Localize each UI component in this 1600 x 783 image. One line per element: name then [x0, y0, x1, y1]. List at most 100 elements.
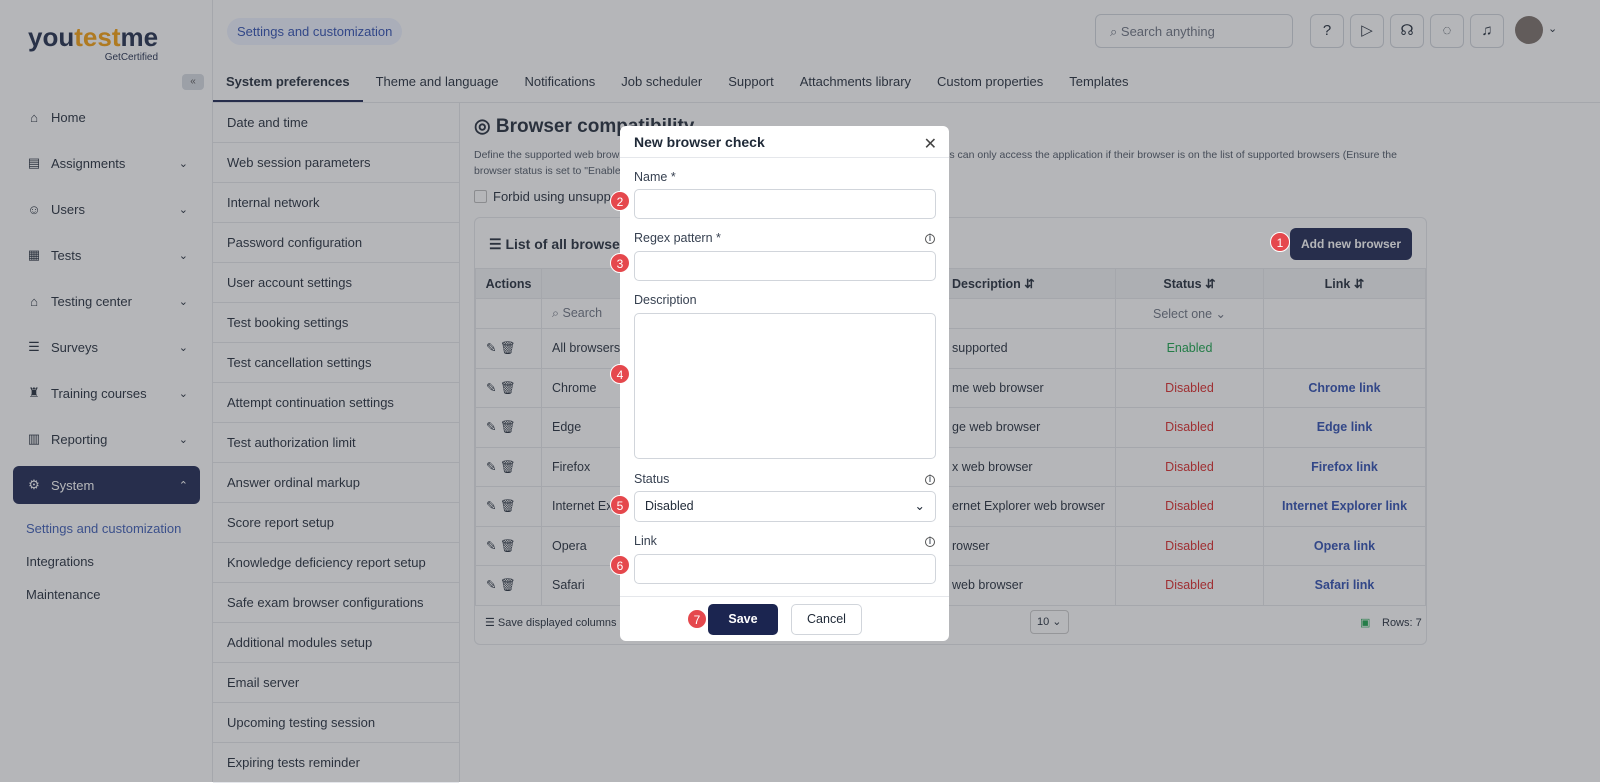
- settings-list-item[interactable]: User account settings: [213, 263, 459, 303]
- settings-list-item[interactable]: Test cancellation settings: [213, 343, 459, 383]
- info-icon[interactable]: i: [925, 475, 935, 485]
- sidebar-item-label: Training courses: [51, 385, 147, 401]
- trash-icon[interactable]: 🗑: [499, 538, 516, 553]
- logo-text: test: [74, 22, 121, 52]
- tab[interactable]: Support: [728, 74, 774, 89]
- trash-icon[interactable]: 🗑: [499, 420, 516, 435]
- settings-list-item[interactable]: Web session parameters: [213, 143, 459, 183]
- headset-icon[interactable]: ☊: [1390, 14, 1424, 48]
- settings-list-item[interactable]: Score report setup: [213, 503, 459, 543]
- edit-icon[interactable]: ✎: [486, 459, 497, 474]
- logo[interactable]: youtestme GetCertified: [28, 22, 158, 63]
- step-badge: 7: [687, 609, 707, 629]
- sidebar-subitem[interactable]: Settings and customization: [26, 521, 182, 536]
- trophy-icon: ♜: [28, 385, 40, 400]
- settings-list-item[interactable]: Test authorization limit: [213, 423, 459, 463]
- help-icon[interactable]: ?: [1310, 14, 1344, 48]
- edit-icon[interactable]: ✎: [486, 538, 497, 553]
- info-icon[interactable]: i: [925, 234, 935, 244]
- info-icon[interactable]: i: [925, 537, 935, 547]
- trash-icon[interactable]: 🗑: [499, 380, 516, 395]
- avatar[interactable]: [1515, 16, 1543, 44]
- settings-list-item[interactable]: Email server: [213, 663, 459, 703]
- sidebar: youtestme GetCertified « ⌂ Home ▤ Assignment…: [0, 0, 213, 782]
- edit-icon[interactable]: ✎: [486, 380, 497, 395]
- trash-icon[interactable]: 🗑: [499, 459, 516, 474]
- edit-icon[interactable]: ✎: [486, 341, 497, 356]
- columns-icon[interactable]: ☰: [485, 617, 498, 629]
- settings-list-item[interactable]: Date and time: [213, 103, 459, 143]
- name-input[interactable]: [634, 189, 936, 219]
- save-columns-button[interactable]: Save displayed columns: [497, 617, 617, 629]
- settings-list-item[interactable]: Test booking settings: [213, 303, 459, 343]
- settings-list-item[interactable]: Safe exam browser configurations: [213, 583, 459, 623]
- tab[interactable]: Job scheduler: [621, 74, 703, 89]
- sidebar-item-home[interactable]: ⌂ Home: [13, 98, 200, 136]
- link-cell[interactable]: Firefox link: [1263, 446, 1426, 487]
- settings-list-item[interactable]: Attempt continuation settings: [213, 383, 459, 423]
- close-icon[interactable]: ✕: [923, 136, 937, 153]
- description-cell: rowser: [941, 525, 1116, 566]
- save-button[interactable]: Save: [708, 604, 778, 635]
- sidebar-item-tests[interactable]: ▦ Tests ⌄: [13, 236, 200, 274]
- status-filter-select[interactable]: Select one ⌄: [1115, 298, 1264, 329]
- link-cell[interactable]: Chrome link: [1263, 367, 1426, 408]
- sidebar-item-users[interactable]: ☺ Users ⌄: [13, 190, 200, 228]
- tab[interactable]: Templates: [1069, 74, 1129, 89]
- col-link[interactable]: Link ⇵: [1263, 268, 1426, 299]
- trash-icon[interactable]: 🗑: [499, 341, 516, 356]
- settings-list-item[interactable]: Internal network: [213, 183, 459, 223]
- sidebar-item-testing-center[interactable]: ⌂ Testing center ⌄: [13, 282, 200, 320]
- add-new-browser-button[interactable]: Add new browser: [1289, 228, 1412, 260]
- edit-icon[interactable]: ✎: [486, 578, 497, 593]
- search-input[interactable]: ⌕ Search anything: [1095, 14, 1293, 48]
- trash-icon[interactable]: 🗑: [499, 499, 516, 514]
- settings-list-item[interactable]: Upcoming testing session: [213, 703, 459, 743]
- link-cell[interactable]: Safari link: [1263, 565, 1426, 606]
- tab[interactable]: Theme and language: [375, 74, 499, 89]
- status-cell: Disabled: [1115, 486, 1264, 527]
- link-cell[interactable]: Opera link: [1263, 525, 1426, 566]
- trash-icon[interactable]: 🗑: [499, 578, 516, 593]
- description-textarea[interactable]: [634, 313, 936, 459]
- gear-icon: ⚙: [28, 477, 40, 492]
- settings-list-item[interactable]: Answer ordinal markup: [213, 463, 459, 503]
- sidebar-subitem[interactable]: Maintenance: [26, 587, 101, 602]
- chat-icon[interactable]: ◌: [1430, 14, 1464, 48]
- link-cell[interactable]: Internet Explorer link: [1263, 486, 1426, 527]
- settings-list-item[interactable]: Password configuration: [213, 223, 459, 263]
- chevron-down-icon[interactable]: ⌄: [1548, 23, 1558, 35]
- settings-list-item[interactable]: Additional modules setup: [213, 623, 459, 663]
- edit-icon[interactable]: ✎: [486, 420, 497, 435]
- sidebar-item-assignments[interactable]: ▤ Assignments ⌄: [13, 144, 200, 182]
- link-input[interactable]: [634, 554, 936, 584]
- bell-icon[interactable]: ♫: [1470, 14, 1504, 48]
- col-description[interactable]: Description ⇵: [941, 268, 1116, 299]
- sidebar-item-surveys[interactable]: ☰ Surveys ⌄: [13, 328, 200, 366]
- checkbox[interactable]: [474, 190, 487, 203]
- description-label: Description: [634, 293, 697, 307]
- breadcrumb[interactable]: Settings and customization: [227, 18, 403, 45]
- edit-icon[interactable]: ✎: [486, 499, 497, 514]
- tab[interactable]: Notifications: [524, 74, 596, 89]
- description-cell: ernet Explorer web browser: [941, 486, 1116, 527]
- col-status[interactable]: Status ⇵: [1115, 268, 1264, 299]
- forbid-checkbox[interactable]: Forbid using unsuppo: [474, 189, 618, 204]
- settings-list-item[interactable]: Knowledge deficiency report setup: [213, 543, 459, 583]
- tab[interactable]: Attachments library: [799, 74, 912, 89]
- tab[interactable]: System preferences: [213, 62, 363, 102]
- status-cell: Enabled: [1115, 328, 1264, 369]
- collapse-sidebar-button[interactable]: «: [182, 74, 204, 90]
- sidebar-item-reporting[interactable]: ▥ Reporting ⌄: [13, 420, 200, 458]
- status-select[interactable]: Disabled ⌄: [634, 491, 936, 522]
- excel-export-icon[interactable]: ▣: [1360, 617, 1371, 629]
- tab[interactable]: Custom properties: [937, 74, 1044, 89]
- cancel-button[interactable]: Cancel: [791, 604, 862, 635]
- page-size-select[interactable]: 10 ⌄: [1030, 610, 1069, 634]
- regex-input[interactable]: [634, 251, 936, 281]
- sidebar-item-system[interactable]: ⚙ System ⌃: [13, 466, 200, 504]
- chevron-icon: ⌄: [178, 387, 188, 400]
- sidebar-subitem[interactable]: Integrations: [26, 554, 94, 569]
- sidebar-item-training-courses[interactable]: ♜ Training courses ⌄: [13, 374, 200, 412]
- play-icon[interactable]: ▷: [1350, 14, 1384, 48]
